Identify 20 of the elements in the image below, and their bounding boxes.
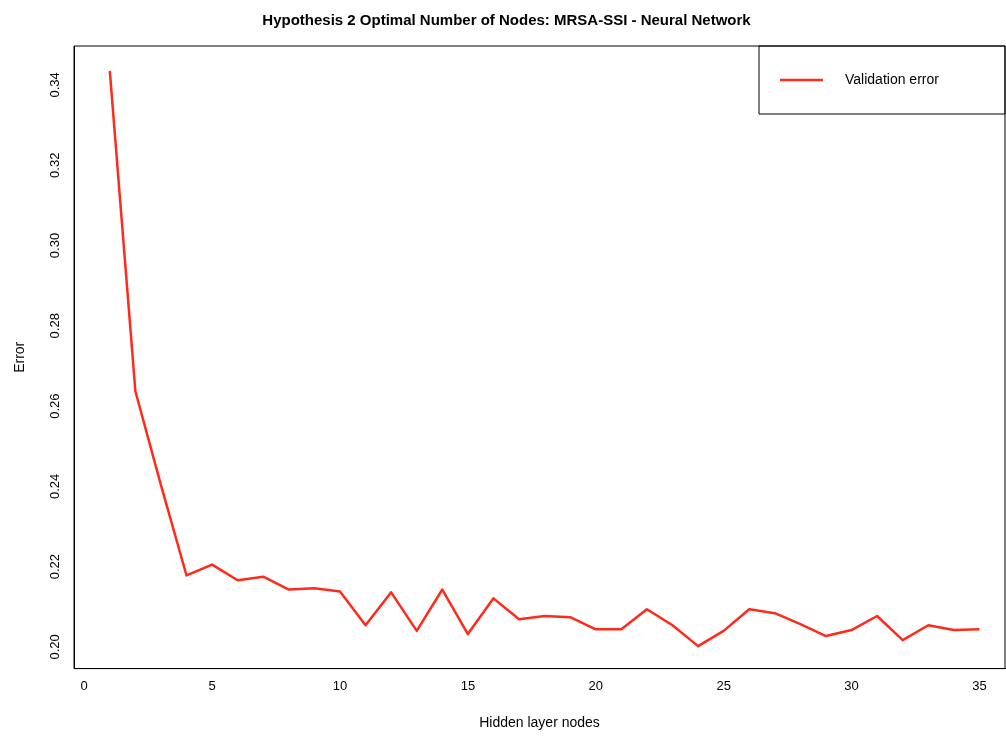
y-tick-label: 0.32: [47, 152, 63, 178]
chart-title: Hypothesis 2 Optimal Number of Nodes: MRSA-SSI - Neural Network: [262, 11, 752, 29]
x-tick-label: 15: [460, 677, 476, 693]
y-tick-label: 0.28: [47, 313, 63, 339]
x-tick-label: 35: [972, 677, 987, 693]
legend-label: Validation error: [845, 70, 940, 87]
y-tick-label: 0.26: [47, 393, 63, 419]
x-tick-label: 0: [80, 677, 88, 693]
x-tick-label: 25: [716, 677, 731, 693]
y-tick-label: 0.22: [47, 553, 63, 580]
y-tick-label: 0.20: [47, 634, 63, 660]
x-tick-label: 5: [208, 677, 216, 693]
y-axis-title: Error: [11, 341, 28, 373]
x-axis-title: Hidden layer nodes: [479, 714, 600, 731]
x-tick-label: 10: [332, 677, 348, 693]
y-tick-label: 0.30: [47, 232, 63, 259]
x-tick-label: 30: [844, 677, 859, 693]
y-tick-label: 0.24: [47, 473, 63, 500]
y-tick-label: 0.34: [47, 72, 63, 98]
x-tick-label: 20: [588, 677, 603, 693]
